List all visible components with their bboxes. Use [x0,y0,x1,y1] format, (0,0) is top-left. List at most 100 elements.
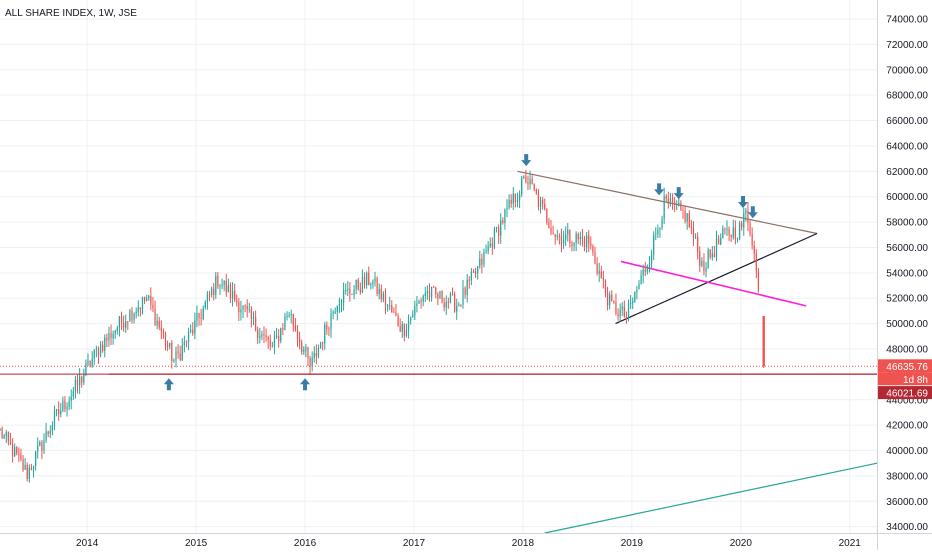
arrow-down-icon[interactable] [747,206,758,219]
candle-body [154,308,156,326]
candle-body [231,290,234,299]
y-tick-label: 58000.00 [886,218,928,229]
candle-body [108,332,110,341]
candle-body [246,306,248,310]
candle-body [74,379,77,392]
candle-body [732,227,734,238]
candle-body [481,258,483,265]
candle-body [403,323,405,337]
candle-body [181,345,183,361]
arrow-shape [737,196,748,209]
candle-body [187,331,190,343]
candle-body [114,330,116,334]
candle-body [60,410,62,415]
trendline[interactable] [615,232,818,325]
candle-body [359,289,361,293]
price-axis[interactable]: 34000.00 36000.00 38000.00 40000.00 42000.00… [886,15,928,534]
candle-body [234,290,236,301]
candle-body [263,334,265,336]
candle-body [85,363,87,376]
candle-body [567,229,569,235]
arrow-markers[interactable] [163,154,758,391]
candle-body [286,315,288,317]
candle-body [213,288,215,296]
time-axis[interactable]: 2014 2015 2016 2017 2018 2019 2020 2021 [76,538,861,549]
candle-body [443,302,445,308]
candle-body [116,327,118,331]
arrow-up-icon[interactable] [163,378,174,391]
candle-body [619,309,621,317]
arrow-down-icon[interactable] [654,183,665,196]
candle-body [678,202,680,205]
candle-body [569,229,571,244]
candle-body [76,379,79,386]
candle-body [125,321,127,328]
candle-body [378,288,380,294]
candle-body [196,313,198,321]
candle-body [565,234,567,240]
candle-body [104,337,106,351]
candle-body [68,400,70,407]
candle-body [62,400,64,411]
candle-body [51,425,54,432]
candle-body [594,252,596,264]
candle-body [257,329,259,338]
candle-body [646,266,649,272]
candle-body [437,294,439,299]
candle-body [322,342,324,344]
trendline[interactable] [544,462,878,534]
y-tick-label: 62000.00 [886,167,928,178]
candle-body [190,329,192,332]
candle-body [332,311,334,314]
candle-body [506,207,508,210]
candle-body [648,263,651,267]
candle-body [479,258,481,267]
candle-body [173,360,175,362]
candle-body [296,330,299,339]
candle-body [606,292,609,306]
y-tick-label: 52000.00 [886,294,928,305]
candle-body [418,300,420,304]
candle-body [491,243,493,248]
last-price-badge-label: 46635.76 [886,362,928,373]
arrow-down-icon[interactable] [521,154,532,167]
candle-body [382,293,385,300]
candle-body [97,348,100,356]
price-badges: 46635.76 1d 8h 46021.69 [878,359,932,400]
candle-body [250,308,253,319]
candle-body [342,290,345,303]
candle-body [613,300,615,303]
candle-body [273,336,276,347]
candle-body [198,313,200,318]
candle-body [447,301,449,303]
candle-body [374,277,376,282]
candle-body [11,444,14,457]
candle-body [518,194,521,200]
candle-body [72,391,74,397]
candle-body [361,276,364,293]
candle-body [349,288,351,294]
trendline[interactable] [620,260,807,307]
candle-body [495,227,498,229]
candle-body [202,307,204,319]
candle-body [386,305,389,307]
candle-body [305,347,307,350]
candle-body [150,295,152,305]
candle-body [37,445,39,452]
trendline[interactable] [517,170,818,235]
candle-body [602,278,605,281]
candle-body [585,235,588,248]
candle-body [166,344,169,347]
candle-body [533,184,535,190]
candle-body [267,337,269,341]
candle-body [330,313,332,330]
candle-body [441,290,443,303]
arrow-up-icon[interactable] [300,378,311,391]
arrow-down-icon[interactable] [737,196,748,209]
candle-body [661,218,663,228]
candle-body [604,280,607,293]
arrow-down-icon[interactable] [673,187,684,200]
